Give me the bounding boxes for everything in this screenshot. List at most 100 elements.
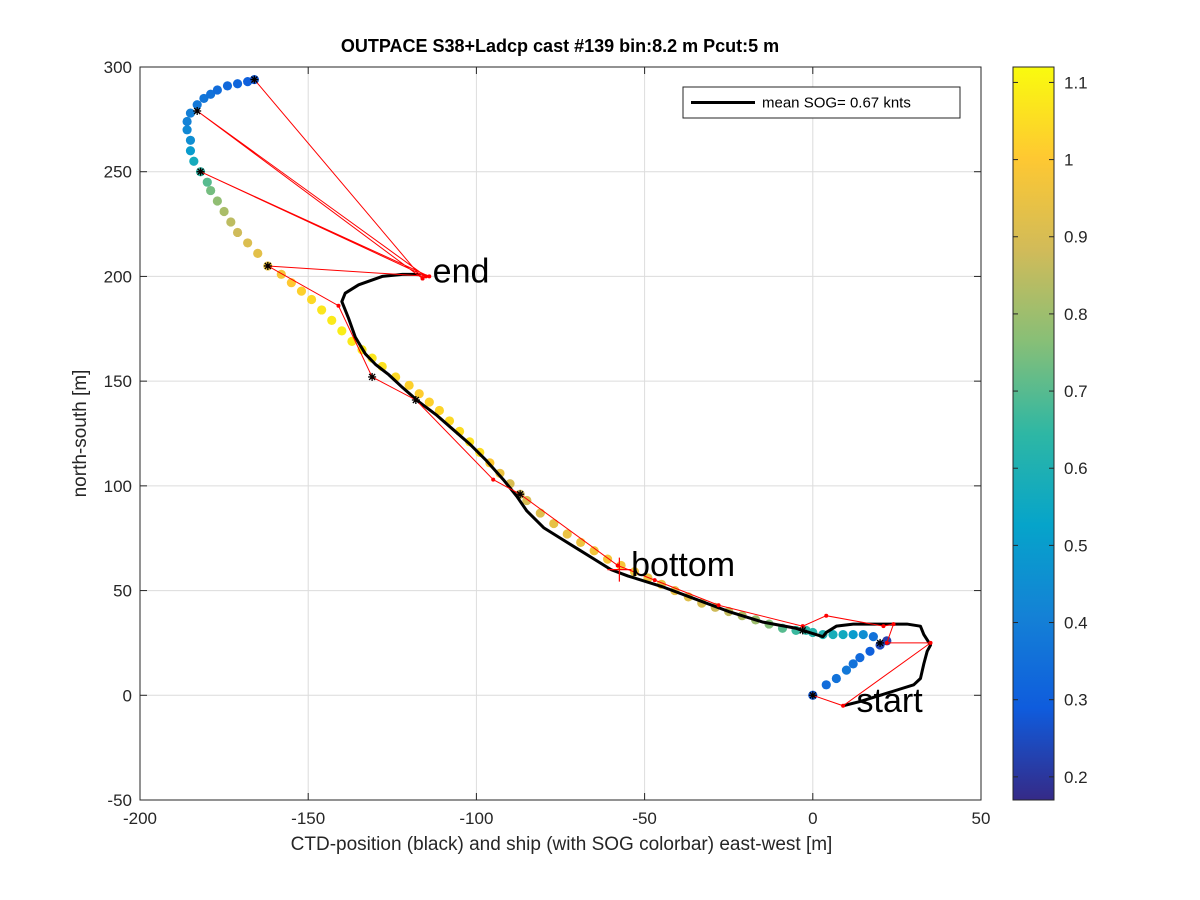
y-tick-label: 200	[104, 267, 132, 286]
ship-sog-point	[202, 177, 212, 187]
ship-sog-point	[276, 269, 286, 279]
bottom-plus-marker	[607, 557, 632, 582]
ship-sog-point	[868, 632, 878, 642]
asterisk-marker	[193, 106, 202, 115]
connector-vertex	[491, 477, 496, 482]
connector-vertex	[420, 276, 425, 281]
colorbar-tick-label: 0.7	[1064, 382, 1088, 401]
annotation-end: end	[433, 253, 490, 291]
ship-sog-point	[821, 680, 831, 690]
legend: mean SOG= 0.67 knts	[682, 86, 961, 119]
ship-sog-point	[828, 629, 838, 640]
annotations: end bottom start	[433, 253, 924, 720]
ship-sog-point	[306, 294, 317, 305]
ship-sog-point	[414, 389, 424, 399]
colorbar-gradient	[1013, 67, 1054, 800]
ship-sog-point	[243, 238, 253, 248]
x-tick-label: 0	[808, 809, 817, 828]
y-tick-label: 300	[104, 58, 132, 77]
y-axis-label: north-south [m]	[70, 370, 91, 498]
colorbar-tick-label: 0.9	[1064, 228, 1088, 247]
x-tick-label: -100	[459, 809, 493, 828]
connector-vertex	[841, 703, 846, 708]
colorbar-frame	[1012, 66, 1055, 801]
ship-sog-point	[831, 673, 841, 684]
ship-sog-point	[182, 116, 192, 127]
ship-sog-point	[212, 85, 222, 95]
axes-frame	[139, 66, 982, 801]
colorbar-tick-label: 0.8	[1064, 305, 1088, 324]
colorbar-tick-label: 0.5	[1064, 536, 1088, 555]
ship-sog-point	[232, 227, 243, 238]
ship-sog-point	[848, 629, 858, 640]
ship-sog-point	[576, 537, 586, 548]
ship-sog-point	[865, 646, 875, 656]
ship-sog-point	[848, 659, 858, 669]
y-tick-label: -50	[107, 791, 132, 810]
ship-sog-point	[589, 546, 599, 556]
connector-vertex	[336, 303, 341, 308]
ship-sog-point	[337, 326, 347, 336]
plot-area: -200 -150 -100 -50 0 50 -50 0 50 100 150 200 250 300…	[104, 58, 991, 828]
asterisk-marker	[798, 626, 807, 635]
y-tick-label: 150	[104, 372, 132, 391]
connector-vertex	[652, 578, 657, 583]
colorbar: 0.2 0.3 0.4 0.5 0.6 0.7 0.8 0.9 1 1.1	[1012, 66, 1088, 801]
ship-sog-point	[182, 125, 192, 135]
ship-sog-point	[212, 196, 222, 206]
x-tick-label: 50	[972, 809, 991, 828]
ctd-track-series	[340, 272, 933, 708]
x-axis-label: CTD-position (black) and ship (with SOG …	[291, 834, 833, 855]
ship-sog-point	[232, 79, 243, 89]
asterisk-marker	[808, 691, 817, 700]
y-tick-label: 50	[113, 582, 132, 601]
connector-vertex	[928, 640, 933, 645]
annotation-bottom: bottom	[631, 546, 735, 584]
ship-sog-point	[404, 380, 414, 390]
colorbar-tick-label: 0.6	[1064, 459, 1088, 478]
chart-title: OUTPACE S38+Ladcp cast #139 bin:8.2 m Pc…	[341, 36, 779, 56]
colorbar-tick-label: 0.4	[1064, 614, 1088, 633]
ctd-track-line	[340, 272, 933, 708]
colorbar-ticks: 0.2 0.3 0.4 0.5 0.6 0.7 0.8 0.9 1 1.1	[1013, 73, 1088, 787]
ship-sog-point	[562, 529, 572, 539]
ship-sog-point	[185, 108, 196, 118]
connector-vertex	[891, 622, 896, 627]
ship-sog-point	[841, 665, 852, 675]
ship-sog-point	[549, 518, 559, 529]
connector-vertex	[824, 613, 829, 618]
markers-series	[193, 75, 885, 700]
connector-vertex	[615, 563, 620, 568]
colorbar-tick-label: 1	[1064, 151, 1073, 170]
annotation-start: start	[857, 682, 924, 720]
y-tick-label: 250	[104, 163, 132, 182]
connector-vertex	[423, 274, 428, 279]
asterisk-marker	[368, 372, 377, 381]
connector-vertex	[427, 274, 432, 279]
colorbar-tick-label: 1.1	[1064, 73, 1088, 92]
asterisk-marker	[411, 395, 420, 404]
ship-sog-point	[317, 305, 327, 315]
asterisk-marker	[196, 167, 205, 176]
connector-vertex	[716, 603, 721, 608]
y-tick-label: 100	[104, 477, 132, 496]
axes-box	[140, 67, 981, 800]
ship-sog-point	[226, 217, 236, 227]
ship-sog-point	[855, 652, 865, 663]
x-tick-label: -150	[291, 809, 325, 828]
connector-vertex	[800, 624, 805, 629]
asterisk-marker	[876, 638, 885, 647]
colorbar-tick-label: 0.3	[1064, 691, 1088, 710]
x-tick-label: -200	[123, 809, 157, 828]
ship-sog-point	[199, 93, 209, 104]
connector-line	[196, 79, 933, 707]
ship-sog-point	[522, 495, 532, 506]
ship-sog-point	[327, 315, 337, 326]
ship-sog-point	[222, 81, 233, 91]
ship-sog-point	[434, 405, 444, 416]
ship-sog-point	[296, 286, 307, 296]
ship-sog-point	[858, 629, 868, 640]
x-tick-label: -50	[632, 809, 657, 828]
colorbar-tick-label: 0.2	[1064, 768, 1088, 787]
